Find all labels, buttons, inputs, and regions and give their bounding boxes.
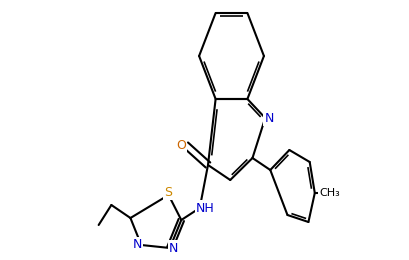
Text: CH₃: CH₃ <box>319 188 340 198</box>
Text: NH: NH <box>196 202 215 214</box>
Text: N: N <box>133 238 142 251</box>
Text: O: O <box>176 139 186 152</box>
Text: S: S <box>164 186 173 199</box>
Text: N: N <box>265 112 274 125</box>
Text: N: N <box>169 242 178 255</box>
